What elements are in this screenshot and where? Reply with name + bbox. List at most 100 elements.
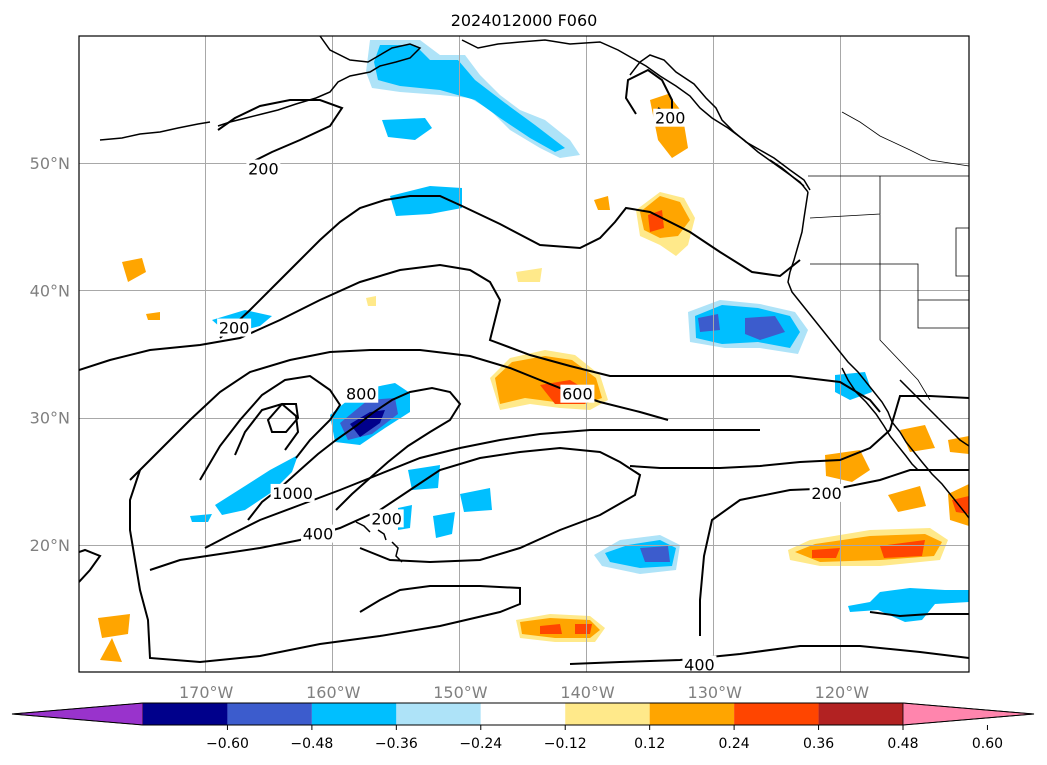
- contour-200-south: [129, 469, 521, 664]
- colorbar-segment: [396, 703, 481, 725]
- colorbar-segment: [649, 703, 735, 725]
- map-frame: [78, 35, 970, 673]
- alaska-peninsula-coastline: [99, 121, 211, 141]
- lon-label: 120°W: [815, 683, 870, 702]
- contour-label-bg: [217, 318, 252, 337]
- positive-anomaly-area: [948, 436, 969, 454]
- contour-label-bg: [369, 509, 404, 528]
- colorbar-outline: [11, 702, 1035, 726]
- contour-label: 200: [811, 484, 842, 503]
- colorbar-segment: [480, 703, 566, 725]
- negative-anomaly-area: [848, 588, 969, 622]
- negative-anomaly-area: [350, 410, 385, 437]
- negative-anomaly-area: [215, 455, 298, 515]
- contour-label: 200: [248, 160, 279, 179]
- negative-anomaly-area: [640, 546, 670, 562]
- contour-200-east: [629, 395, 969, 469]
- positive-anomaly-area: [540, 624, 562, 634]
- colorbar-tick-label: 0.60: [972, 736, 1003, 752]
- positive-anomaly-area: [594, 196, 610, 210]
- state-borders: [808, 111, 969, 401]
- positive-anomaly-area: [880, 540, 925, 558]
- contour-label-bg: [809, 483, 844, 502]
- contour-label-bg: [344, 384, 379, 403]
- latitude-labels: 50°N 40°N 30°N 20°N: [30, 154, 70, 555]
- negative-anomaly-area: [408, 465, 440, 490]
- gulf-of-california-coastline: [899, 379, 969, 447]
- colorbar-segment: [734, 703, 819, 725]
- colorbar-tick-label: −0.36: [375, 736, 418, 752]
- positive-anomaly-area: [575, 624, 592, 634]
- contours: [79, 68, 969, 665]
- colorbar-tick-label: −0.48: [290, 736, 333, 752]
- contour-label: 600: [562, 385, 593, 404]
- positive-anomaly-area: [888, 486, 926, 512]
- contour-inner-2: [199, 374, 342, 481]
- contour-se: [869, 611, 969, 618]
- contour-400-inner: [204, 429, 760, 549]
- lon-label: 150°W: [433, 683, 488, 702]
- colorbar: −0.60 −0.48 −0.36 −0.24 −0.12 0.12 0.24 0.36 0.4…: [11, 702, 1035, 752]
- colorbar-segment: [818, 703, 903, 725]
- lon-label: 170°W: [179, 683, 234, 702]
- longitude-labels: 170°W 160°W 150°W 140°W 130°W 120°W: [179, 683, 869, 702]
- colorbar-tick-label: 0.24: [719, 736, 750, 752]
- us-west-coastline: [787, 191, 969, 519]
- positive-anomaly-area: [952, 496, 969, 514]
- colorbar-tick-label: −0.60: [206, 736, 249, 752]
- state-border: [809, 111, 969, 401]
- colorbar-tick-label: −0.12: [544, 736, 587, 752]
- positive-anomaly-area: [812, 548, 840, 558]
- contour-label: 200: [655, 109, 686, 128]
- colorbar-tick-label: 0.48: [887, 736, 918, 752]
- contour-200-subtropic: [699, 469, 969, 636]
- contour-label-bg: [301, 524, 336, 543]
- alaska-coastline: [217, 36, 422, 127]
- negative-anomaly-area: [698, 314, 720, 332]
- vancouver-island-coastline: [769, 159, 805, 187]
- contour-label-bg: [653, 108, 688, 127]
- colorbar-segment: [311, 703, 397, 725]
- lon-label: 140°W: [560, 683, 615, 702]
- map-panel: 200 200 200 800 600 1000 400 200 200 400: [79, 36, 969, 675]
- lat-label: 30°N: [30, 409, 70, 428]
- colorbar-extend-high: [902, 702, 1035, 726]
- positive-anomaly-area: [146, 312, 160, 320]
- contour-label: 200: [371, 509, 402, 528]
- contour-label: 800: [346, 385, 377, 404]
- positive-anomaly-area: [122, 258, 146, 282]
- contour-label: 1000: [272, 484, 313, 503]
- contour-outer: [79, 263, 881, 413]
- negative-anomaly-area: [190, 514, 212, 522]
- contour-400-south: [569, 645, 969, 665]
- positive-anomaly-area: [825, 450, 870, 482]
- positive-anomaly-area: [516, 268, 542, 282]
- colorbar-segment: [143, 703, 228, 725]
- positive-anomaly-area: [100, 638, 122, 662]
- bc-coastline: [629, 54, 811, 191]
- negative-anomaly-area: [745, 316, 785, 340]
- contour-label-bg: [560, 384, 595, 403]
- negative-anomaly-area: [374, 45, 565, 152]
- lat-label: 40°N: [30, 281, 70, 300]
- contour-label-bg: [246, 159, 281, 178]
- positive-anomaly-area: [366, 296, 376, 306]
- contour-label-bg: [270, 483, 315, 502]
- contour-label: 200: [219, 319, 250, 338]
- contour-edge: [79, 548, 102, 583]
- baja-coastline: [841, 367, 919, 471]
- contour-200-west: [219, 195, 801, 339]
- positive-anomaly-area: [98, 614, 130, 638]
- contour-label: 400: [303, 525, 334, 544]
- figure-title: 2024012000 F060: [451, 11, 598, 30]
- contour-200-north: [217, 99, 344, 165]
- gulf-of-alaska-coastline: [461, 39, 809, 193]
- positive-anomaly-area: [648, 210, 664, 232]
- negative-anomaly-area: [390, 186, 462, 216]
- lon-label: 160°W: [306, 683, 361, 702]
- coastlines: [99, 36, 969, 563]
- contour-label: 400: [684, 656, 715, 675]
- colorbar-extend-low: [11, 702, 144, 726]
- colorbar-tick-label: 0.36: [803, 736, 834, 752]
